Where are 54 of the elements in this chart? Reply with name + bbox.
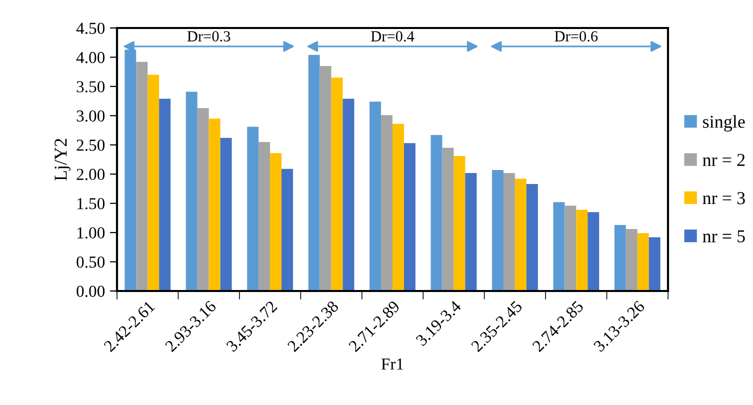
bar [626, 229, 638, 291]
bar [381, 115, 392, 291]
bar [270, 153, 282, 291]
bar [553, 202, 565, 291]
y-tick-label: 0.50 [76, 256, 105, 268]
bar [159, 98, 171, 291]
bar [331, 78, 343, 291]
legend-label: nr = 5 [702, 230, 745, 242]
legend-label: single [703, 115, 745, 132]
legend-label: nr = 2 [702, 154, 745, 166]
bar [404, 143, 416, 291]
bar [492, 170, 504, 291]
bar [148, 74, 160, 291]
y-tick-label: 4.50 [76, 22, 105, 34]
bar [136, 62, 148, 291]
bar [308, 54, 320, 291]
y-tick-label: 2.50 [76, 140, 105, 151]
bar [258, 142, 270, 291]
bar [320, 66, 332, 291]
bar [430, 134, 442, 291]
bar [370, 102, 382, 291]
bar [614, 224, 626, 291]
bar [220, 138, 232, 291]
bar [442, 148, 454, 291]
x-axis-title: Fr1 [381, 358, 404, 370]
bar [342, 98, 354, 291]
y-tick-label: 3.50 [76, 81, 105, 92]
bar [564, 206, 576, 291]
bar [648, 237, 660, 291]
bar [637, 233, 649, 291]
y-tick-label: 0.00 [76, 286, 105, 298]
bar [392, 124, 404, 291]
y-tick-label: 3.00 [76, 110, 105, 122]
bar [247, 126, 259, 291]
bar [465, 172, 477, 291]
y-axis-title: Lj/Y2 [54, 138, 70, 181]
bar [208, 118, 220, 291]
y-tick-label: 1.00 [77, 227, 105, 239]
annotation: Dr=0.4 [371, 31, 414, 42]
legend-label: nr = 3 [702, 192, 745, 204]
bar [186, 92, 198, 291]
bar [526, 184, 538, 291]
y-tick-label: 1.50 [77, 198, 105, 210]
bar [454, 156, 466, 291]
bar [503, 172, 515, 291]
bar [514, 178, 526, 291]
annotation: Dr=0.6 [554, 31, 598, 42]
bar [197, 108, 209, 291]
y-tick-label: 2.00 [76, 168, 105, 180]
bar [576, 210, 588, 291]
bar [282, 168, 294, 291]
y-tick-label: 4.00 [76, 52, 105, 64]
annotation: Dr=0.3 [187, 31, 230, 42]
bar [588, 212, 600, 291]
